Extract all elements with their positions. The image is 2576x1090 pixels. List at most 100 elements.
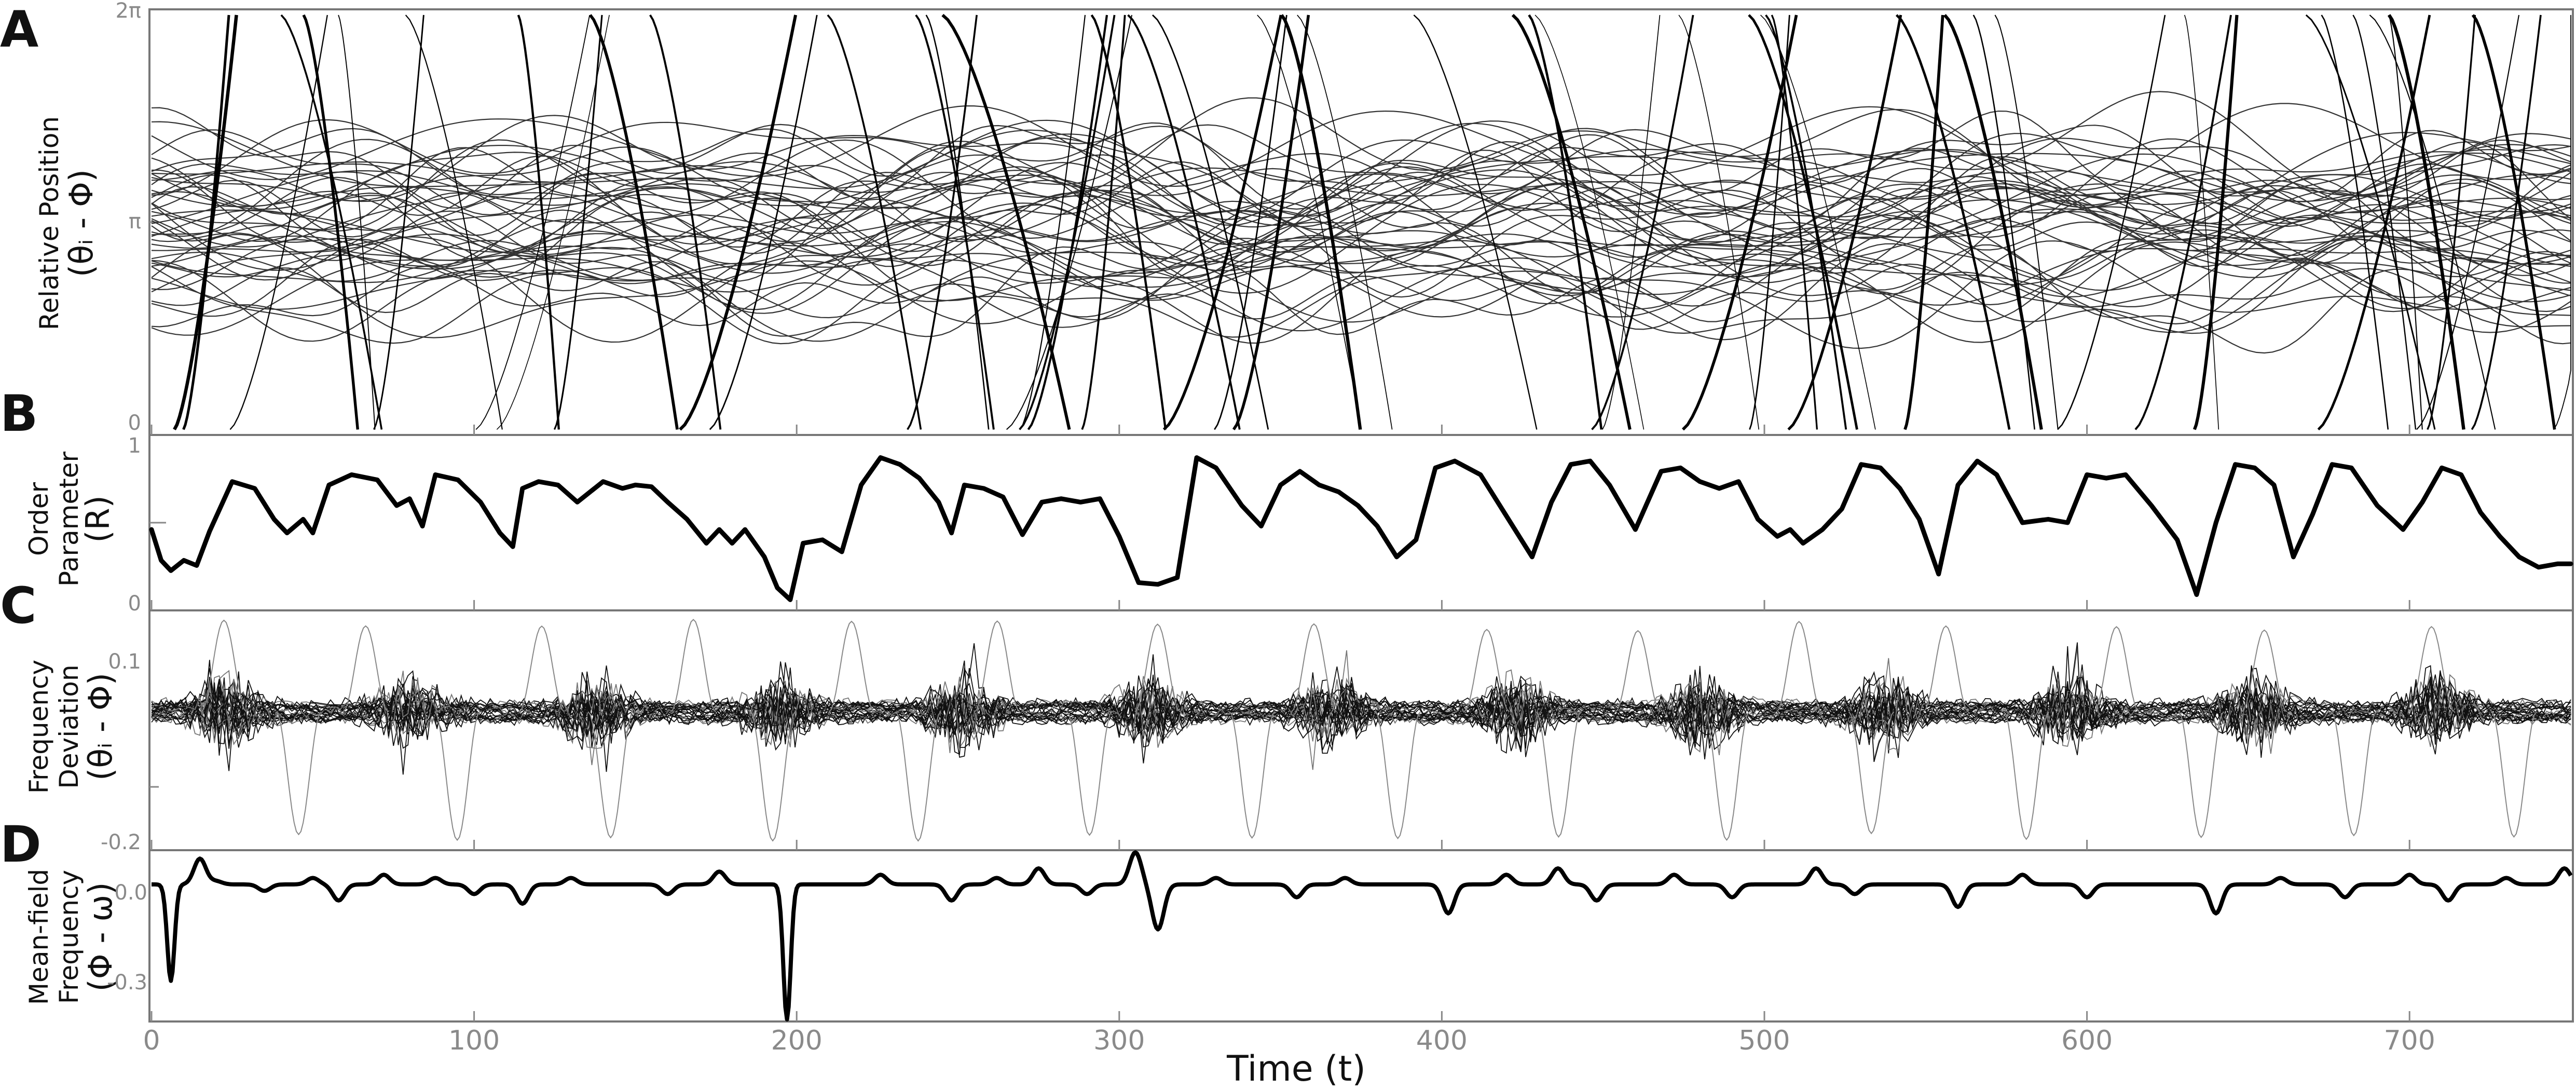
panel-a-drift-trace [2471,14,2556,430]
panel-a-drift-trace [2184,15,2219,430]
panel-c-sweep-trace [1291,623,1337,712]
panel-a-drift-trace [2134,15,2232,430]
panel-a-cluster-trace [151,173,2571,219]
panel-c-sweep-trace [2491,711,2537,838]
panel-a-drift-trace [2387,14,2465,430]
panel-c-sweep-trace [670,619,717,712]
panel-d-ylabel-line3: (Φ - ω) [81,882,119,992]
panel-c-sweep-trace [1923,625,1969,712]
panel-a-drift-trace [1787,15,1902,431]
panel-a-cluster-trace [151,211,2571,312]
panel-a-cluster-trace [151,128,2571,230]
panel-a-cluster-trace [151,122,2571,215]
panel-a-cluster-trace [151,168,2571,268]
panel-c-ylabel: Frequency Deviation (θᵢ - Φ) [24,660,119,794]
panel-a-ytick-pi: π [129,210,141,234]
panel-c-sweep-trace [276,711,322,836]
panel-c-deviation-trace [151,643,2571,751]
panel-a-drift-trace [827,14,922,430]
panel-a-drift-trace [588,14,679,430]
panel-c-ytick-0-1: 0.1 [108,650,141,674]
panel-a-ytick-2pi: 2π [115,0,141,23]
panel-a-drift-trace [1090,14,1167,430]
panel-a-cluster-trace [151,149,2571,279]
panel-a-drift-trace [1280,14,1362,430]
panel-a-drift-trace [496,15,610,430]
panel-c-deviation-trace [151,662,2571,772]
panel-a-drift-trace [1765,14,1847,430]
panel-a-drift-trace [907,15,978,430]
panel-a-drift-trace [925,15,990,430]
panel-a-cluster-trace [151,194,2571,270]
panel-a-drift-trace [1534,15,1645,430]
panel-a-ylabel-line2: (θᵢ - Φ) [62,169,100,277]
panel-c-sweep-trace [1615,630,1661,712]
panel-a-drift-trace [1678,15,1760,430]
panel-a-drift-trace [2388,15,2423,430]
panel-a-cluster-trace [151,244,2571,354]
x-tick-label: 0 [143,1025,160,1056]
panel-a-cluster-trace [151,161,2571,265]
panel-d-frame [148,849,2574,1023]
panel-a-cluster-trace [151,141,2571,245]
panel-a-ytick-0: 0 [128,411,141,435]
panel-b-order-parameter-line [149,455,2573,602]
panel-label-c: C [0,577,36,635]
panel-c-sweep-trace [1536,711,1582,838]
panel-d-ylabel-line1: Mean-field [24,869,54,1005]
panel-a-ylabel: Relative Position (θᵢ - Φ) [34,116,100,330]
panel-c-ylabel-line3: (θᵢ - Φ) [81,673,119,781]
panel-a-drift-trace [2317,15,2431,431]
panel-a-drift-trace [1749,15,1790,430]
panel-c-ytick-neg0-2: -0.2 [101,830,141,854]
panel-a-drift-trace [1748,14,1858,430]
panel-a-cluster-trace [151,119,2571,226]
panel-a-cluster-trace [151,236,2571,343]
panel-c-sweep-trace [1134,623,1181,712]
panel-a-drift-trace [1511,13,1632,430]
panel-c-sweep-trace [342,625,389,712]
x-tick-label: 100 [448,1025,500,1056]
panel-b-ylabel-line3: (R) [79,495,117,542]
panel-c-sweep-trace [1463,629,1510,712]
panel-b-ylabel: Order Parameter (R) [24,451,117,587]
panel-a-drift-trace [2321,15,2389,430]
panel-b-ylabel-line2: Parameter [54,451,84,587]
panel-c-sweep-trace [2093,626,2140,712]
panel-a-cluster-trace [151,122,2571,228]
panel-a-cluster-trace [151,91,2571,198]
panel-c-sweep-trace [587,711,634,839]
panel-a-drift-trace [1019,15,1086,430]
panel-d-ytick-neg0-3: -0.3 [107,971,147,994]
x-tick-label: 700 [2384,1025,2435,1056]
x-tick-label: 400 [1416,1025,1468,1056]
panel-a-drift-trace [2305,14,2436,430]
panel-a-drift-trace [553,15,603,430]
panel-c-sweep-trace [1704,711,1750,841]
panel-a-cluster-trace [151,210,2571,291]
x-tick-label: 200 [771,1025,823,1056]
panel-a-drift-trace [1681,15,1798,431]
panel-c-sweep-trace [2178,711,2225,838]
panel-d-mean-field-line [151,850,2573,1021]
panel-b-ytick-1: 1 [128,434,141,458]
x-tick-label: 300 [1093,1025,1145,1056]
panel-c-deviation-trace [151,685,2571,755]
panel-b-ytick-0: 0 [128,592,141,616]
panel-a-drift-trace [2553,15,2571,430]
panel-c-sweep-trace [1066,711,1113,836]
panel-c-traces [151,619,2571,842]
panel-c-sweep-trace [201,619,247,712]
panel-a-drift-trace [1602,15,1661,430]
panel-a-drift-trace [1297,15,1393,430]
panel-c-sweep-trace [1229,711,1275,839]
panel-a-cluster-trace [151,139,2571,246]
panel-d-ylabel-line2: Frequency [54,870,84,1004]
panel-a-drift-trace [941,13,1071,430]
panel-a-drift-trace [1994,15,2059,430]
panel-c-sweep-trace [895,711,941,842]
panel-a-drift-trace [229,15,328,430]
panel-label-a: A [0,1,38,59]
panel-a-ylabel-line1: Relative Position [34,116,64,330]
